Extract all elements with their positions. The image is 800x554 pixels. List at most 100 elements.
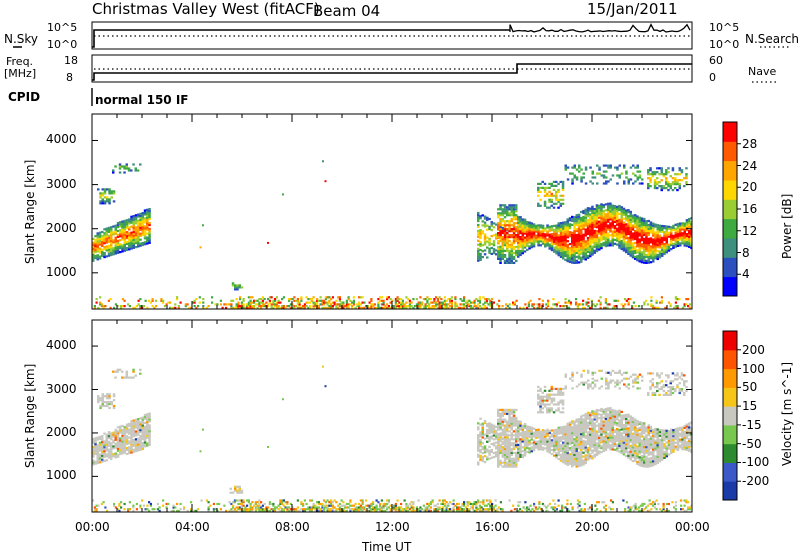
data-cell — [377, 306, 380, 309]
data-cell — [623, 180, 626, 183]
data-cell — [541, 228, 545, 231]
data-cell — [555, 202, 558, 205]
data-cell — [658, 246, 662, 249]
data-cell — [557, 222, 560, 225]
data-cell — [622, 233, 626, 236]
data-cell — [662, 187, 666, 190]
data-cell — [419, 305, 422, 308]
data-cell — [510, 220, 513, 223]
data-cell — [139, 244, 142, 247]
data-cell — [602, 206, 605, 209]
data-cell — [483, 253, 487, 256]
data-cell — [600, 407, 603, 411]
data-cell — [503, 463, 507, 466]
data-cell — [450, 303, 453, 306]
data-cell — [593, 428, 596, 431]
data-cell — [638, 234, 641, 237]
data-cell — [636, 217, 639, 220]
data-cell — [571, 255, 574, 258]
data-cell — [512, 257, 516, 260]
data-cell — [499, 418, 502, 421]
data-cell — [600, 429, 603, 432]
data-cell — [92, 445, 95, 448]
data-cell — [401, 299, 404, 302]
data-cell — [139, 228, 142, 231]
data-cell — [555, 446, 558, 449]
data-cell — [568, 429, 572, 432]
data-cell — [501, 249, 504, 253]
data-cell — [681, 226, 684, 229]
data-cell — [580, 446, 583, 449]
data-cell — [433, 305, 436, 308]
data-cell — [137, 418, 140, 421]
data-cell — [96, 234, 99, 237]
data-cell — [477, 255, 480, 258]
data-cell — [539, 446, 542, 449]
data-cell — [654, 231, 657, 234]
data-cell — [584, 422, 587, 426]
data-cell — [669, 187, 672, 190]
data-cell — [550, 449, 554, 452]
data-cell — [121, 428, 124, 431]
data-cell — [582, 432, 585, 435]
data-cell — [595, 244, 599, 247]
data-cell — [125, 221, 129, 224]
data-cell — [517, 428, 520, 431]
data-cell — [333, 303, 336, 306]
data-cell — [634, 231, 637, 235]
data-cell — [501, 241, 504, 245]
data-cell — [358, 296, 361, 299]
data-cell — [658, 226, 662, 229]
data-cell — [638, 260, 641, 263]
data-cell — [557, 252, 560, 255]
data-cell — [604, 431, 608, 434]
data-cell — [139, 224, 142, 227]
data-cell — [408, 301, 411, 304]
data-cell — [98, 239, 102, 242]
data-cell — [584, 444, 587, 447]
data-cell — [580, 427, 583, 430]
data-cell — [417, 305, 420, 308]
data-cell — [123, 165, 126, 168]
data-cell — [106, 198, 109, 201]
data-cell — [640, 259, 644, 262]
data-cell — [497, 234, 500, 237]
data-cell — [485, 306, 488, 309]
data-cell — [512, 422, 516, 425]
data-cell — [132, 427, 135, 430]
data-cell — [239, 296, 242, 299]
data-cell — [627, 223, 630, 226]
data-cell — [593, 251, 596, 254]
data-cell — [631, 234, 635, 237]
data-cell — [503, 453, 507, 456]
data-cell — [429, 301, 432, 304]
data-cell — [555, 184, 558, 187]
data-cell — [478, 305, 481, 308]
data-cell — [566, 428, 569, 431]
data-cell — [125, 431, 129, 434]
data-cell — [650, 299, 653, 302]
data-cell — [238, 485, 241, 488]
data-cell — [519, 243, 522, 247]
data-cell — [121, 228, 124, 231]
data-cell — [125, 231, 129, 234]
data-cell — [685, 233, 689, 236]
data-cell — [134, 246, 138, 249]
data-cell — [653, 306, 656, 309]
data-cell — [528, 435, 531, 438]
data-cell — [535, 440, 538, 443]
data-cell — [132, 240, 135, 243]
data-cell — [490, 435, 493, 438]
data-cell — [625, 435, 628, 438]
data-cell — [498, 306, 501, 309]
data-cell — [537, 194, 540, 197]
data-cell — [436, 299, 439, 302]
data-cell — [562, 457, 565, 460]
data-cell — [620, 303, 623, 306]
data-cell — [613, 444, 617, 447]
data-cell — [676, 238, 680, 241]
data-cell — [555, 224, 558, 227]
data-cell — [672, 224, 675, 227]
data-cell — [613, 306, 616, 309]
data-cell — [143, 237, 147, 240]
